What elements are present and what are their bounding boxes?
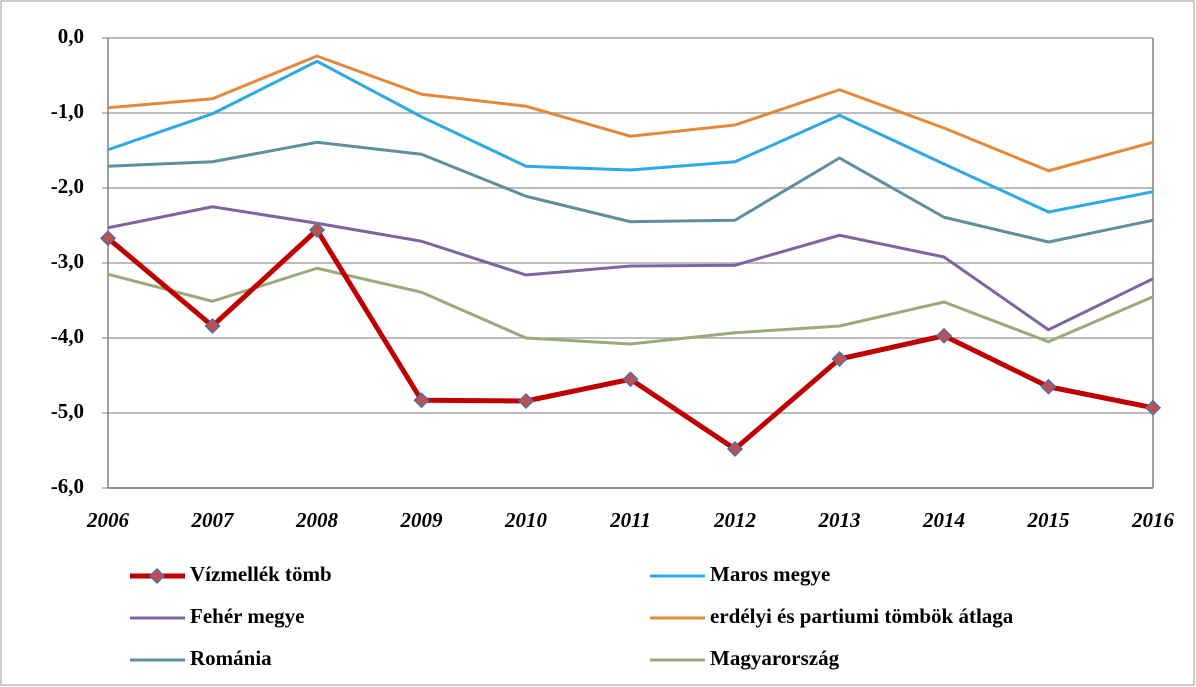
legend-label: Magyarország — [710, 646, 840, 670]
data-point — [726, 440, 744, 458]
x-tick-label: 2011 — [609, 508, 651, 532]
legend-label: erdélyi és partiumi tömbök átlaga — [710, 604, 1014, 628]
legend-label: Románia — [190, 646, 272, 670]
x-tick-label: 2015 — [1027, 508, 1070, 532]
series-line — [107, 54, 1154, 173]
series-line — [107, 59, 1154, 214]
data-point — [1040, 378, 1057, 395]
data-point — [935, 327, 953, 344]
x-tick-label: 2007 — [191, 508, 236, 532]
y-tick-label: -6,0 — [51, 474, 84, 498]
data-point — [204, 317, 221, 335]
data-point — [517, 392, 535, 410]
legend-marker — [148, 567, 166, 585]
y-tick-label: -3,0 — [51, 249, 84, 273]
series-line — [107, 140, 1154, 244]
x-tick-label: 2012 — [713, 508, 757, 532]
legend-label: Maros megye — [710, 562, 830, 586]
x-tick-label: 2013 — [818, 508, 861, 532]
y-tick-label: -2,0 — [51, 174, 84, 198]
data-point — [622, 371, 639, 388]
x-tick-label: 2010 — [504, 508, 548, 532]
legend-label: Fehér megye — [190, 604, 304, 628]
y-tick-label: 0,0 — [58, 24, 84, 48]
legend-label: Vízmellék tömb — [190, 562, 332, 586]
data-point — [413, 392, 430, 409]
data-point — [831, 350, 848, 368]
x-tick-label: 2008 — [295, 508, 339, 532]
data-point — [308, 221, 326, 239]
data-point — [1144, 399, 1162, 416]
x-tick-label: 2006 — [86, 508, 130, 532]
x-tick-label: 2009 — [400, 508, 444, 532]
y-tick-label: -1,0 — [51, 99, 84, 123]
series-line — [107, 266, 1154, 346]
x-tick-label: 2014 — [922, 508, 965, 532]
x-tick-label: 2016 — [1131, 508, 1175, 532]
y-tick-label: -4,0 — [51, 324, 84, 348]
series-line — [107, 205, 1154, 332]
data-point — [99, 230, 117, 247]
y-tick-label: -5,0 — [51, 399, 84, 423]
